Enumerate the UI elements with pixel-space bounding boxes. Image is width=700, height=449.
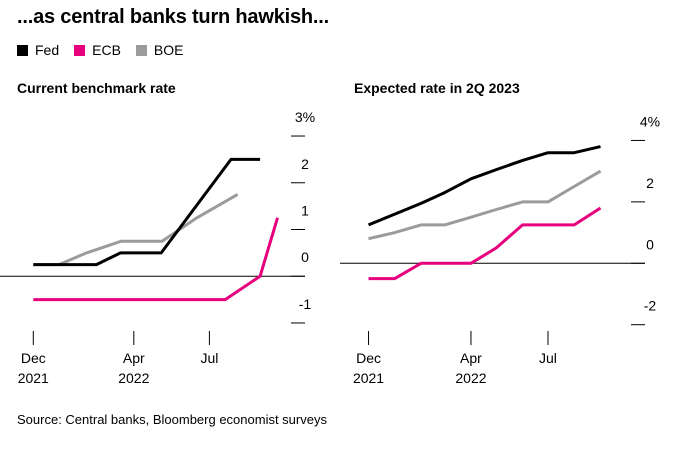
x-tick-label: Dec — [21, 350, 46, 366]
series-line-ecb — [368, 206, 602, 281]
chart-current-rate: -1 0 1 2 3% Dec 2021 Apr 2022 Jul — [0, 109, 315, 386]
x-tick-label: Jul — [539, 350, 557, 366]
y-tick-label: 2 — [301, 156, 309, 172]
x-tick-label: Dec — [356, 350, 381, 366]
chart-title-expected-rate: Expected rate in 2Q 2023 — [354, 80, 520, 96]
x-tick-label-year: 2022 — [455, 370, 486, 386]
y-tick-label: -2 — [644, 298, 657, 314]
y-tick-label: 1 — [301, 203, 309, 219]
series-line-ecb — [33, 217, 279, 302]
y-tick-label: 4% — [640, 113, 660, 129]
legend-swatch-ecb — [74, 44, 86, 56]
series-line-fed — [33, 157, 261, 267]
legend-swatch-boe — [135, 44, 147, 56]
y-tick-label: -1 — [299, 296, 312, 312]
y-tick-label: 0 — [301, 249, 309, 265]
legend-item-fed: Fed — [17, 42, 59, 58]
legend-label-boe: BOE — [153, 42, 184, 58]
source-note: Source: Central banks, Bloomberg economi… — [17, 412, 327, 427]
x-tick-label: Apr — [460, 350, 482, 366]
y-tick-label: 2 — [646, 175, 654, 191]
legend-item-boe: BOE — [135, 42, 184, 58]
x-tick-label: Apr — [123, 350, 145, 366]
x-tick-label-year: 2021 — [353, 370, 384, 386]
y-tick-label: 3% — [295, 109, 315, 125]
x-tick-label: Jul — [200, 350, 218, 366]
chart-title-current-rate: Current benchmark rate — [17, 80, 176, 96]
legend-swatch-fed — [17, 44, 28, 56]
legend: Fed ECB BOE — [17, 42, 199, 58]
y-tick-label: 0 — [646, 236, 654, 252]
chart-expected-rate: -2 0 2 4% Dec 2021 Apr 2022 Jul — [340, 113, 660, 386]
series-line-fed — [367, 145, 601, 227]
x-tick-label-year: 2022 — [118, 370, 149, 386]
series-line-boe — [368, 169, 602, 241]
x-tick-label-year: 2021 — [18, 370, 49, 386]
legend-item-ecb: ECB — [74, 42, 121, 58]
legend-label-fed: Fed — [35, 42, 60, 58]
page-title: ...as central banks turn hawkish... — [17, 6, 329, 28]
legend-label-ecb: ECB — [92, 42, 121, 58]
